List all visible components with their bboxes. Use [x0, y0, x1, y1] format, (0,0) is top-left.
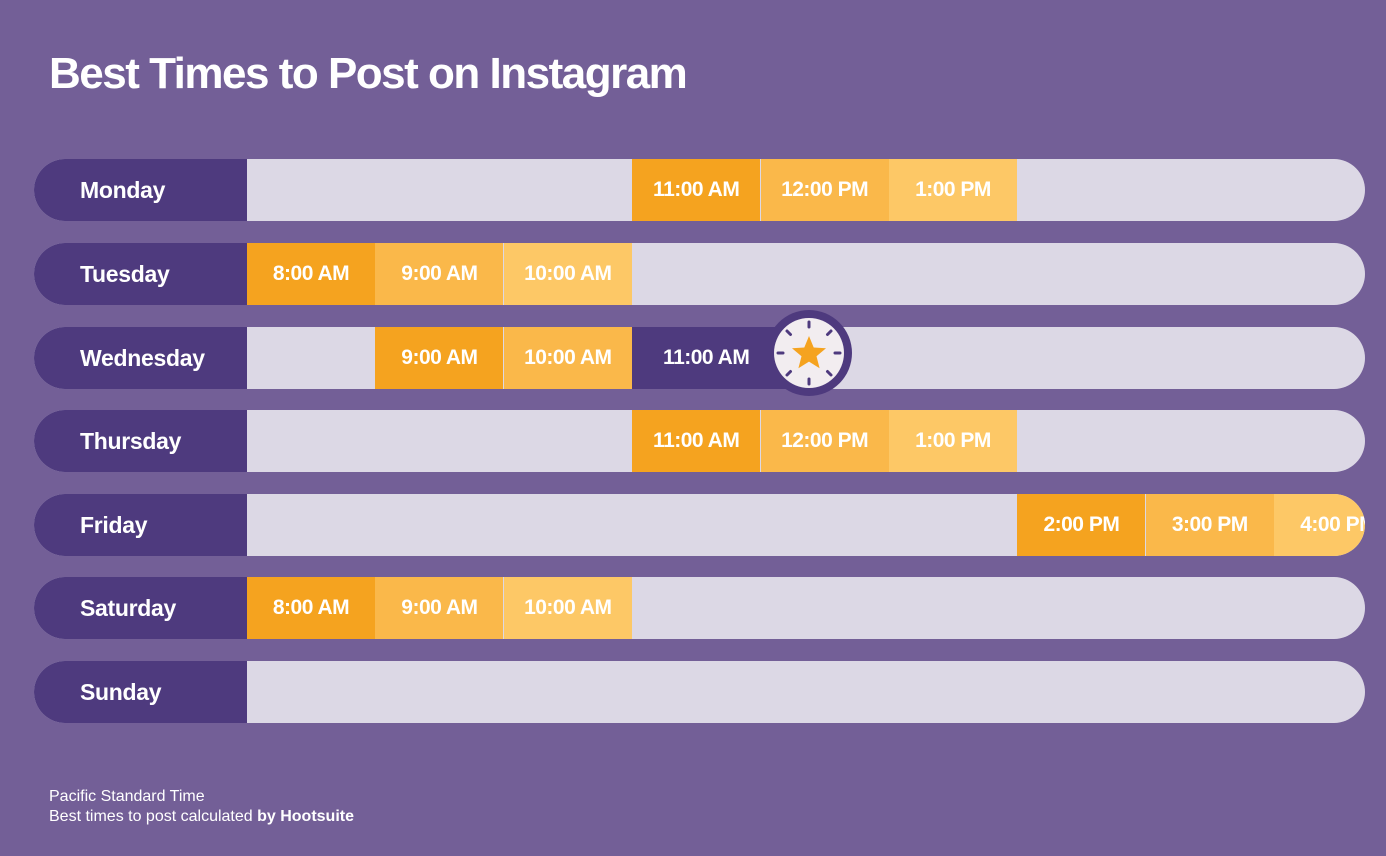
time-slot: 11:00 AM	[632, 410, 761, 472]
time-slot: 9:00 AM	[375, 243, 504, 305]
source-credit: by Hootsuite	[257, 808, 354, 825]
time-slot: 8:00 AM	[247, 243, 375, 305]
day-row-saturday: Saturday 8:00 AM 9:00 AM 10:00 AM	[34, 577, 1365, 639]
time-slot: 10:00 AM	[503, 243, 632, 305]
time-slot: 9:00 AM	[375, 327, 504, 389]
time-slot: 12:00 PM	[760, 410, 889, 472]
time-slot: 11:00 AM	[632, 159, 761, 221]
day-label: Saturday	[34, 577, 247, 639]
time-slot: 3:00 PM	[1145, 494, 1274, 556]
time-slot: 4:00 PM	[1274, 494, 1365, 556]
day-row-wednesday: Wednesday 9:00 AM 10:00 AM 11:00 AM	[34, 327, 1365, 389]
time-slot: 9:00 AM	[375, 577, 504, 639]
day-row-thursday: Thursday 11:00 AM 12:00 PM 1:00 PM	[34, 410, 1365, 472]
day-label: Thursday	[34, 410, 247, 472]
page-title: Best Times to Post on Instagram	[49, 49, 688, 98]
best-time-slot: 11:00 AM	[632, 327, 793, 389]
day-label: Tuesday	[34, 243, 247, 305]
time-slot: 12:00 PM	[760, 159, 889, 221]
time-slot: 1:00 PM	[889, 159, 1017, 221]
time-slot: 2:00 PM	[1017, 494, 1146, 556]
timezone-note: Pacific Standard Time	[49, 788, 205, 805]
day-row-friday: Friday 2:00 PM3:00 PM4:00 PM	[34, 494, 1365, 556]
day-label: Wednesday	[34, 327, 247, 389]
footer: Pacific Standard Time Best times to post…	[49, 787, 354, 827]
day-row-monday: Monday 11:00 AM 12:00 PM 1:00 PM	[34, 159, 1365, 221]
source-note: Best times to post calculated by Hootsui…	[49, 807, 354, 827]
day-label: Sunday	[34, 661, 247, 723]
time-slot: 8:00 AM	[247, 577, 375, 639]
day-label: Monday	[34, 159, 247, 221]
day-row-sunday: Sunday6:00 PM7:00 PM8:00 PM	[34, 661, 1365, 723]
time-slot: 1:00 PM	[889, 410, 1017, 472]
day-label: Friday	[34, 494, 247, 556]
time-slot: 10:00 AM	[503, 327, 632, 389]
source-prefix: Best times to post calculated	[49, 808, 258, 825]
clock-star-icon	[766, 310, 852, 396]
day-row-tuesday: Tuesday 8:00 AM 9:00 AM 10:00 AM	[34, 243, 1365, 305]
time-slot: 10:00 AM	[503, 577, 632, 639]
